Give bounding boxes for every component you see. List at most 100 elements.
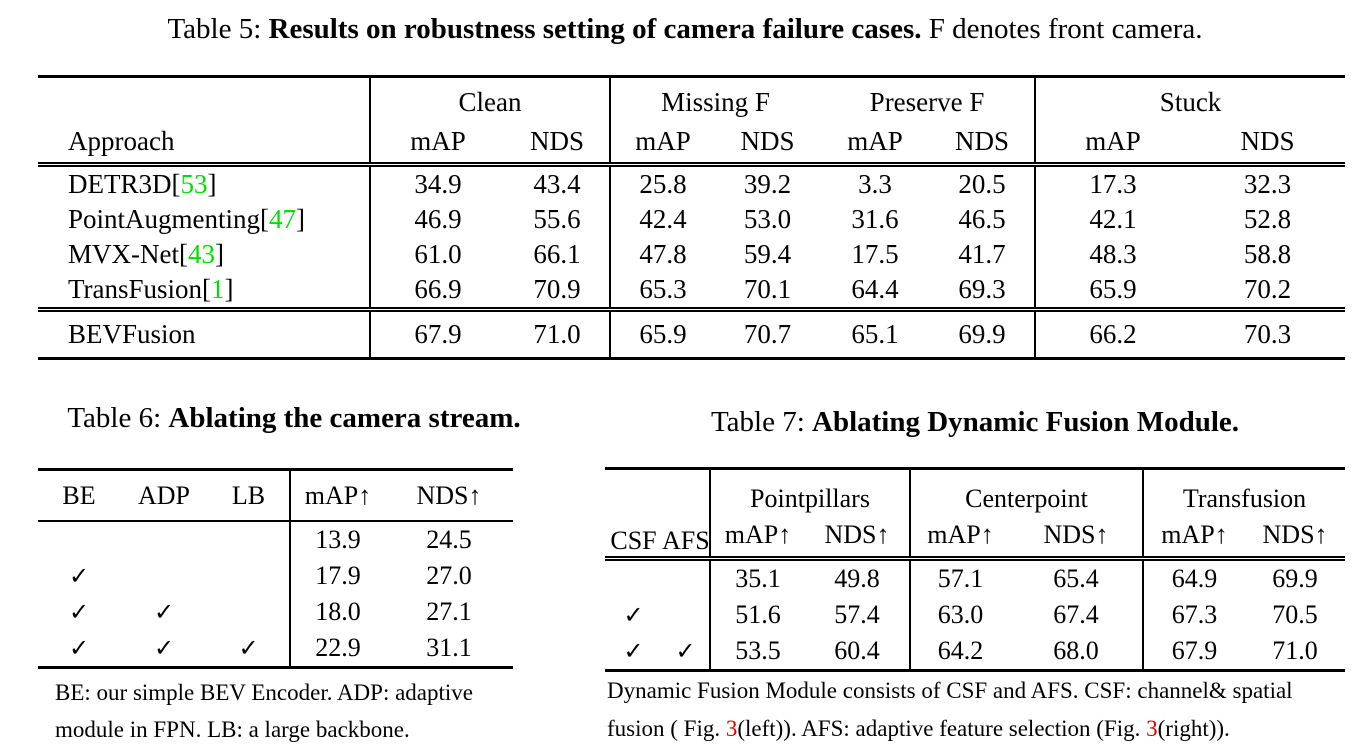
table6-caption: Table 6: Ablating the camera stream. [20, 402, 568, 435]
table-row: MVX-Net[43] 61.0 66.1 47.8 59.4 17.5 41.… [38, 237, 1345, 272]
row-label: BEVFusion [38, 307, 371, 359]
group-header-missing-f: Missing F [661, 87, 770, 117]
check-cell [120, 558, 208, 594]
col-header-map: mAP↑ [910, 514, 1010, 561]
table-row: ✓ ✓ 18.0 27.1 [38, 594, 513, 630]
value-cell: 57.1 [937, 564, 984, 593]
check-cell [662, 558, 711, 597]
col-header-map: mAP [820, 120, 931, 167]
check-cell [208, 594, 291, 630]
citation: 1 [211, 274, 225, 304]
table5-subheader-row: Approach mAP NDS mAP NDS mAP NDS mAP NDS [38, 120, 1346, 167]
value-cell: 35.1 [735, 564, 781, 593]
col-header-afs: AFS [662, 468, 711, 561]
approach-name: BEVFusion [68, 319, 196, 349]
table-row: 13.9 24.5 [38, 521, 513, 558]
value-cell: 71.0 [1272, 636, 1318, 665]
value-cell: 64.4 [851, 274, 899, 304]
value-cell: 39.2 [743, 169, 792, 199]
approach-name: MVX-Net[ [68, 239, 188, 269]
value-cell: 53.0 [743, 204, 792, 234]
value-cell: 68.0 [1010, 633, 1145, 671]
value-cell: 71.0 [505, 307, 612, 359]
value-cell: 59.4 [743, 239, 792, 269]
table5-caption-suffix: F denotes front camera. [921, 13, 1203, 45]
value-cell: 63.0 [937, 600, 984, 629]
check-cell [208, 521, 291, 558]
footnote-text: (right)). [1157, 716, 1230, 741]
citation: 53 [180, 169, 208, 199]
citation-close: ] [214, 239, 224, 269]
citation: 47 [269, 204, 296, 234]
value-cell: 55.6 [505, 202, 612, 237]
table-row: PointAugmenting[47] 46.9 55.6 42.4 53.0 … [38, 202, 1345, 237]
value-cell: 27.1 [426, 597, 472, 626]
value-cell: 57.4 [805, 597, 911, 633]
value-cell: 32.3 [1243, 169, 1292, 199]
value-cell: 22.9 [315, 633, 361, 662]
value-cell: 20.5 [930, 164, 1037, 202]
table-row: ✓ 51.6 57.4 63.0 67.4 67.3 70.5 [605, 597, 1345, 633]
figure-3-ref: 3 [725, 716, 738, 741]
blank-header-cell [38, 76, 371, 120]
value-cell: 69.9 [930, 307, 1037, 359]
col-header-map: mAP [1035, 120, 1191, 167]
table7-subheader-row: mAP↑ NDS↑ mAP↑ NDS↑ mAP↑ NDS↑ [605, 514, 1346, 561]
value-cell: 42.4 [639, 204, 687, 234]
value-cell: 66.2 [1035, 307, 1191, 359]
value-cell: 70.3 [1190, 307, 1346, 359]
value-cell: 65.9 [1089, 274, 1137, 304]
value-cell: 17.5 [851, 239, 899, 269]
group-header-clean: Clean [370, 76, 612, 120]
col-header-map: mAP↑ [710, 514, 805, 561]
group-header-preserve-f: Preserve F [820, 76, 1037, 120]
check-cell: ✓ [662, 633, 711, 671]
table-row: ✓ ✓ 53.5 60.4 64.2 68.0 67.9 71.0 [605, 633, 1345, 671]
citation-close: ] [224, 274, 234, 304]
table5-group-header-row: Clean Missing F Preserve F Stuck [38, 76, 1345, 120]
value-cell: 18.0 [315, 597, 361, 626]
group-header-pointpillars: Pointpillars [710, 468, 911, 514]
value-cell: 69.9 [1272, 564, 1318, 593]
col-header-nds: NDS↑ [805, 514, 911, 561]
value-cell: 67.4 [1010, 597, 1145, 633]
value-cell: 13.9 [315, 525, 361, 554]
table6-footnote: BE: our simple BEV Encoder. ADP: adaptiv… [55, 680, 473, 742]
value-cell: 49.8 [805, 558, 911, 597]
check-cell: ✓ [208, 630, 291, 668]
table5-robustness: Clean Missing F Preserve F Stuck Approac… [38, 75, 1346, 360]
approach-name: DETR3D[ [68, 169, 181, 199]
value-cell: 31.1 [426, 633, 472, 662]
row-label: PointAugmenting[47] [38, 202, 371, 237]
citation-close: ] [207, 169, 217, 199]
value-cell: 65.3 [639, 274, 687, 304]
col-header-adp: ADP [120, 469, 208, 522]
col-header-map: mAP↑ [1143, 514, 1246, 561]
check-cell: ✓ [153, 634, 175, 662]
table7-caption: Table 7: Ablating Dynamic Fusion Module. [605, 406, 1345, 439]
value-cell: 34.9 [414, 169, 462, 199]
value-cell: 61.0 [414, 239, 462, 269]
value-cell: 17.9 [315, 561, 361, 590]
row-label: TransFusion[1] [38, 272, 371, 310]
value-cell: 69.3 [930, 272, 1037, 310]
value-cell: 66.1 [505, 237, 612, 272]
value-cell: 31.6 [851, 204, 899, 234]
table-row-bevfusion: BEVFusion 67.9 71.0 65.9 70.7 65.1 69.9 … [38, 307, 1346, 359]
footnote-text: Dynamic Fusion Module consists of CSF an… [607, 678, 1293, 741]
check-cell [208, 558, 291, 594]
group-header-stuck: Stuck [1159, 87, 1222, 117]
table6-header-row: BE ADP LB mAP↑ NDS↑ [38, 469, 513, 522]
col-header-nds: NDS↑ [1010, 514, 1145, 561]
table7-group-header-row: CSF AFS Pointpillars Centerpoint Transfu… [605, 468, 1345, 561]
table6-caption-bold: Ablating the camera stream. [168, 402, 521, 434]
value-cell: 70.5 [1272, 600, 1318, 629]
value-cell: 70.9 [505, 272, 612, 310]
value-cell: 43.4 [505, 164, 612, 202]
citation-close: ] [296, 204, 305, 234]
value-cell: 51.6 [735, 600, 781, 629]
col-header-nds: NDS [930, 120, 1037, 167]
value-cell: 48.3 [1089, 239, 1137, 269]
citation: 43 [187, 239, 215, 269]
check-cell [662, 597, 711, 633]
